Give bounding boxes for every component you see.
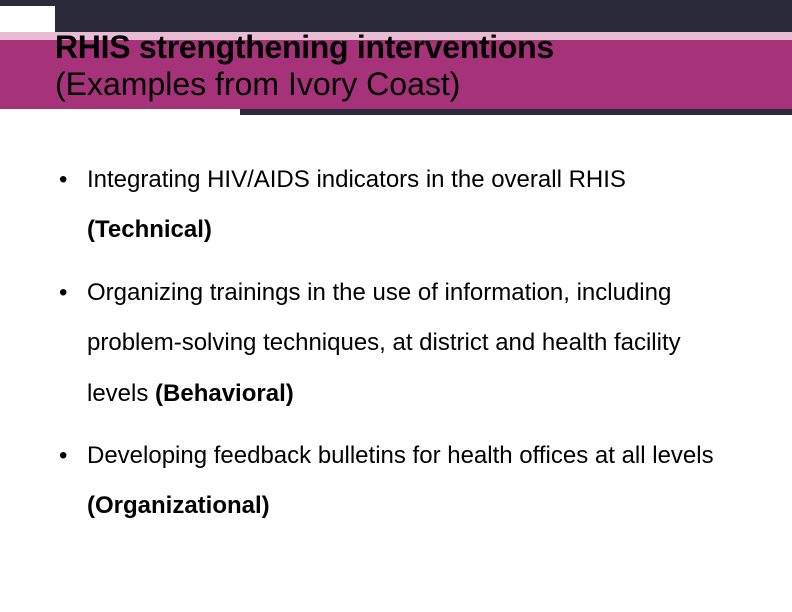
bullet-text: Integrating HIV/AIDS indicators in the o… xyxy=(87,166,626,193)
bullet-tag: (Behavioral) xyxy=(155,380,294,407)
bullet-list: Integrating HIV/AIDS indicators in the o… xyxy=(55,155,745,532)
title-line-2: (Examples from Ivory Coast) xyxy=(55,67,554,102)
body-content: Integrating HIV/AIDS indicators in the o… xyxy=(55,155,745,544)
bullet-tag: (Organizational) xyxy=(87,492,270,519)
slide: RHIS strengthening interventions (Exampl… xyxy=(0,0,792,612)
bullet-text: Developing feedback bulletins for health… xyxy=(87,442,714,469)
bullet-tag: (Technical) xyxy=(87,216,212,243)
title-block: RHIS strengthening interventions (Exampl… xyxy=(55,30,554,102)
list-item: Developing feedback bulletins for health… xyxy=(55,431,745,532)
decor-thin-dark xyxy=(240,109,792,115)
list-item: Organizing trainings in the use of infor… xyxy=(55,268,745,419)
list-item: Integrating HIV/AIDS indicators in the o… xyxy=(55,155,745,256)
title-line-1: RHIS strengthening interventions xyxy=(55,30,554,65)
